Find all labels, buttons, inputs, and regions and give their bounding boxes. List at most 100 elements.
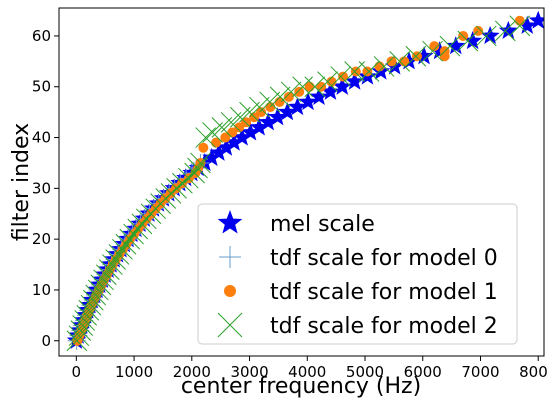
data-point: [74, 310, 96, 331]
data-point: [72, 315, 94, 336]
x-tick-label: 3000: [230, 363, 268, 381]
data-point: [345, 71, 365, 90]
data-point: [344, 61, 365, 82]
data-point: [184, 162, 205, 184]
data-point: [256, 107, 267, 118]
y-tick-label: 30: [32, 179, 51, 197]
data-point: [220, 111, 242, 133]
data-point: [211, 117, 233, 138]
y-tick-label: 40: [32, 129, 51, 147]
data-point: [320, 81, 340, 100]
data-point: [317, 71, 338, 93]
data-point: [115, 233, 137, 255]
y-tick-label: 50: [32, 78, 51, 96]
data-point: [249, 117, 269, 136]
data-point: [259, 91, 281, 113]
legend-marker: [219, 246, 241, 268]
data-point: [198, 142, 209, 153]
data-point: [269, 86, 291, 108]
data-point: [105, 249, 126, 270]
data-point: [248, 96, 270, 118]
data-point: [220, 132, 231, 143]
data-point: [95, 264, 117, 286]
x-tick-label: 4000: [288, 363, 326, 381]
x-tick-label: 5000: [346, 363, 384, 381]
data-point: [80, 294, 102, 316]
data-point: [358, 61, 380, 82]
legend-marker: [224, 285, 236, 297]
data-point: [475, 25, 497, 47]
data-point: [87, 279, 109, 301]
data-point: [386, 56, 397, 67]
y-tick-label: 20: [32, 230, 51, 248]
data-point: [373, 56, 395, 77]
data-point: [439, 35, 461, 57]
data-point: [82, 289, 104, 311]
data-point: [90, 274, 112, 296]
data-point: [316, 81, 327, 92]
x-tick-label: 2000: [173, 363, 211, 381]
data-point: [332, 76, 352, 95]
data-point: [268, 107, 288, 126]
y-tick-label: 0: [41, 332, 51, 350]
data-point: [195, 127, 217, 148]
legend-marker: [217, 210, 243, 234]
legend-entry: tdf scale for model 2: [270, 314, 498, 339]
y-tick-label: 10: [32, 281, 51, 299]
data-point: [294, 86, 305, 97]
data-point: [209, 142, 229, 161]
data-point: [239, 101, 260, 123]
data-point: [517, 15, 537, 34]
data-point: [76, 305, 98, 326]
data-point: [127, 218, 149, 240]
data-point: [498, 20, 518, 39]
data-point: [216, 137, 236, 156]
legend-marker: [217, 312, 243, 338]
y-axis-label: filter index: [9, 123, 34, 241]
x-tick-label: 6000: [404, 363, 442, 381]
data-point: [429, 41, 440, 52]
data-point: [463, 31, 483, 50]
x-tick-label: 7000: [461, 363, 499, 381]
data-point: [187, 157, 208, 179]
data-point: [405, 45, 427, 67]
legend-box: [197, 203, 518, 345]
x-tick-label: 1000: [115, 363, 153, 381]
data-point: [108, 244, 130, 265]
data-point: [414, 46, 434, 65]
y-axis: 0 10 20 30 40 50 60: [32, 27, 59, 350]
data-point: [277, 102, 297, 121]
data-point: [528, 10, 544, 29]
data-point: [362, 66, 373, 77]
data-point: [202, 122, 223, 143]
data-point: [514, 15, 525, 26]
data-point: [112, 238, 133, 260]
legend-entry: mel scale: [270, 212, 375, 237]
data-point: [119, 228, 141, 250]
data-point: [240, 122, 260, 141]
data-point: [298, 91, 318, 111]
data-point: [326, 76, 337, 87]
data-point: [422, 40, 443, 62]
plot-frame: [58, 7, 545, 357]
data-point: [280, 81, 302, 103]
legend-entry: tdf scale for model 1: [270, 280, 498, 305]
data-point: [350, 66, 361, 77]
x-axis-label: center frequency (Hz): [181, 374, 421, 399]
chart-marks: [66, 10, 544, 352]
data-point: [292, 76, 314, 98]
data-point: [78, 299, 100, 321]
legend-entry: tdf scale for model 0: [270, 246, 498, 271]
legend: mel scale tdf scale for model 0 tdf scale …: [197, 203, 518, 345]
data-point: [101, 254, 123, 275]
data-point: [494, 20, 516, 42]
data-point: [374, 61, 385, 72]
x-tick-label: 0: [72, 363, 82, 381]
data-point: [389, 50, 411, 72]
data-point: [202, 147, 222, 166]
data-point: [330, 66, 352, 87]
data-point: [509, 15, 531, 37]
data-point: [93, 269, 114, 291]
